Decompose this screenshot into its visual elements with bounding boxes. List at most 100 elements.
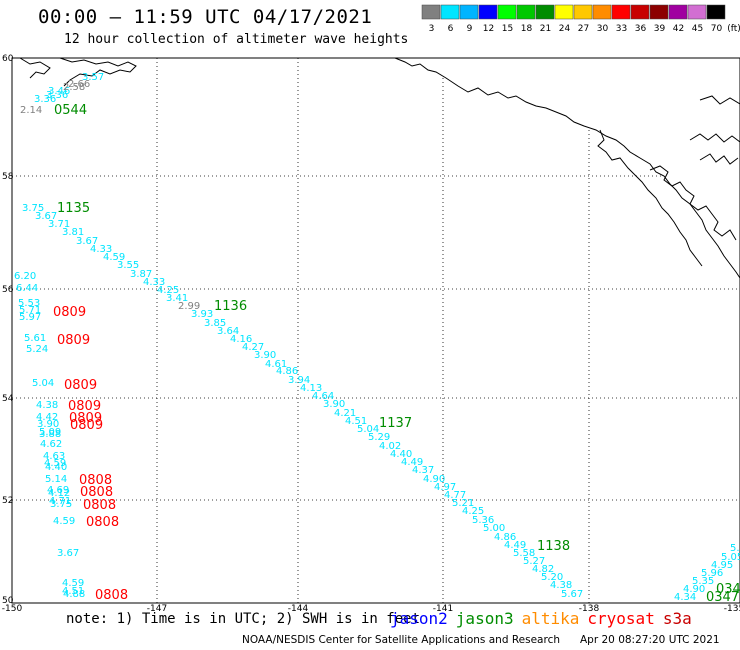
wave-height-value: 5.14 [45, 474, 67, 485]
wave-height-value: 4.82 [532, 564, 554, 575]
satellite-legend-jason3: jason3 [455, 609, 514, 628]
wave-height-value: 5.21 [452, 498, 474, 509]
legend-label: 36 [635, 24, 647, 34]
legend-swatch [592, 4, 612, 20]
legend-swatch [554, 4, 574, 20]
page-subtitle: 12 hour collection of altimeter wave hei… [64, 32, 409, 47]
wave-height-value: 4.86 [494, 532, 516, 543]
pass-time-label: 0809 [64, 378, 97, 393]
pass-time-label: 1138 [537, 539, 570, 554]
footer-note: note: 1) Time is in UTC; 2) SWH is in fe… [66, 611, 421, 627]
wave-height-value: 4.13 [300, 383, 322, 394]
satellite-legend-s3a: s3a [662, 609, 692, 628]
wave-height-value: 4.51 [345, 416, 367, 427]
pass-time-label: 1135 [57, 201, 90, 216]
wave-height-value: 5.20 [541, 572, 563, 583]
wave-height-value: 3.46 [48, 86, 70, 97]
wave-height-value: 5.04 [32, 378, 54, 389]
legend-label: 15 [502, 24, 513, 34]
wave-height-value: 4.02 [379, 441, 401, 452]
generated-timestamp: Apr 20 08:27:20 UTC 2021 [580, 634, 720, 646]
legend-label: 30 [597, 24, 609, 34]
wave-height-value: 3.67 [76, 236, 98, 247]
wave-height-value: 5.27 [523, 556, 545, 567]
wave-height-value: 4.59 [62, 578, 84, 589]
legend-label: 39 [654, 24, 666, 34]
pass-time-label: 0347 [716, 582, 740, 597]
wave-height-value: 5.61 [24, 333, 46, 344]
wave-height-value: 3.94 [288, 375, 310, 386]
legend-label: 12 [483, 24, 494, 34]
latitude-tick-label: 52 [2, 496, 13, 506]
wave-height-value: 5.05 [721, 552, 740, 563]
legend-swatch [516, 4, 536, 20]
satellite-legend-altika: altika [521, 609, 580, 628]
wave-height-value: 5.53 [18, 298, 40, 309]
wave-height-value: 3.64 [217, 326, 239, 337]
wave-height-value: 4.61 [265, 359, 287, 370]
map-frame [11, 57, 740, 604]
wave-height-value: 4.38 [36, 400, 58, 411]
wave-height-value: 5.58 [513, 548, 535, 559]
wave-height-value: 6.20 [14, 271, 36, 282]
pass-time-label: 0808 [80, 485, 113, 500]
latitude-labels: 60 58 56 54 52 50 [2, 54, 14, 606]
wave-height-value: 4.59 [44, 458, 66, 469]
wave-height-value: 3.36 [34, 94, 56, 105]
pass-time-label: 0808 [86, 515, 119, 530]
wave-height-value: 5.67 [561, 589, 583, 600]
wave-height-value: 4.95 [711, 560, 733, 571]
color-legend: 3 6 9 12 15 18 21 24 27 30 33 36 39 42 45 70 (ft) [421, 4, 740, 34]
latitude-tick-label: 58 [2, 172, 14, 182]
legend-swatch [478, 4, 498, 20]
legend-label: 9 [467, 24, 473, 34]
pass-time-label: 0808 [83, 498, 116, 513]
wave-height-value: 4.69 [47, 485, 69, 496]
longitude-tick-label: -141 [433, 604, 453, 614]
wave-height-value: 5.97 [19, 312, 41, 323]
wave-height-value: 4.12 [48, 488, 70, 499]
legend-unit: (ft) [727, 24, 740, 34]
legend-label: 18 [521, 24, 533, 34]
legend-swatch [611, 4, 631, 20]
wave-height-value: 4.59 [53, 516, 75, 527]
wave-height-value: 5.04 [357, 424, 379, 435]
wave-height-value: 2.66 [68, 79, 90, 90]
pass-time-label: 0809 [69, 411, 102, 426]
legend-swatch [535, 4, 555, 20]
wave-height-value: 4.49 [401, 457, 423, 468]
pass-time-label: 0544 [54, 103, 87, 118]
longitude-tick-label: -138 [579, 604, 600, 614]
satellite-legend-jason2: jason2 [390, 609, 448, 628]
legend-label: 33 [616, 24, 627, 34]
wave-height-value: 4.37 [412, 465, 434, 476]
wave-height-value: 6.44 [16, 283, 38, 294]
legend-swatch [421, 4, 441, 20]
longitude-tick-label: -135 [724, 604, 740, 614]
wave-height-value: 5.96 [701, 568, 723, 579]
wave-height-value: 4.59 [103, 252, 125, 263]
wave-height-value: 5.? [730, 543, 740, 554]
wave-height-value: 4.63 [43, 451, 65, 462]
wave-height-value: 4.62 [40, 439, 62, 450]
wave-height-value: 3.55 [117, 260, 139, 271]
wave-height-value: 2.99 [178, 301, 200, 312]
wave-height-value: 3.75 [22, 203, 44, 214]
wave-height-value: 3.85 [204, 318, 226, 329]
legend-label: 21 [540, 24, 551, 34]
wave-height-value: 4.25 [157, 285, 179, 296]
wave-height-value: 5.24 [26, 344, 48, 355]
pass-time-label: 0809 [57, 333, 90, 348]
pass-time-label: 0809 [70, 418, 103, 433]
wave-height-value: 4.42 [36, 412, 58, 423]
wave-height-value: 4.97 [434, 482, 456, 493]
legend-label: 45 [692, 24, 703, 34]
wave-height-value: 4.16 [230, 334, 252, 345]
wave-height-value: 3.81 [62, 227, 84, 238]
lat-lon-grid [12, 58, 740, 603]
wave-height-value: 3.90 [37, 419, 59, 430]
legend-swatch [440, 4, 460, 20]
wave-height-value: 4.51 [62, 586, 84, 597]
wave-height-value: 3.67 [57, 548, 79, 559]
